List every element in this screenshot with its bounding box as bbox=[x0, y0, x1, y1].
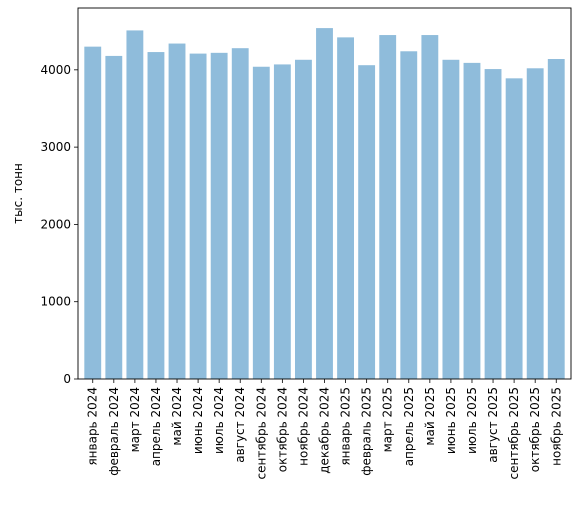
x-tick-label: октябрь 2025 bbox=[528, 387, 542, 472]
bar bbox=[379, 35, 397, 379]
y-tick-label: 1000 bbox=[40, 295, 71, 309]
y-axis: 0 1000 2000 3000 4000 bbox=[40, 63, 78, 386]
bar bbox=[105, 55, 123, 379]
bar bbox=[168, 43, 186, 379]
x-tick-label: февраль 2024 bbox=[107, 387, 121, 476]
x-tick-label: июль 2025 bbox=[465, 387, 479, 454]
bar bbox=[126, 30, 144, 380]
x-tick-label: май 2024 bbox=[170, 387, 184, 446]
bar bbox=[273, 64, 291, 380]
y-tick-label: 4000 bbox=[40, 63, 71, 77]
bar bbox=[547, 59, 565, 379]
bar bbox=[400, 51, 418, 380]
bar bbox=[210, 52, 228, 380]
plot-frame bbox=[77, 7, 572, 380]
x-tick-label: февраль 2025 bbox=[360, 387, 374, 476]
bar bbox=[231, 48, 249, 380]
bar bbox=[189, 53, 207, 380]
y-tick-label: 3000 bbox=[40, 140, 71, 154]
x-tick-label: октябрь 2024 bbox=[275, 387, 289, 472]
x-tick-label: июнь 2025 bbox=[444, 387, 458, 454]
bar bbox=[337, 37, 354, 379]
x-tick-label: ноябрь 2024 bbox=[296, 387, 310, 466]
bar bbox=[84, 46, 102, 379]
bar bbox=[316, 28, 333, 380]
x-tick-label: декабрь 2024 bbox=[318, 387, 332, 474]
x-tick-label: август 2025 bbox=[486, 387, 500, 463]
x-axis: январь 2024 февраль 2024 март 2024 апрель 2… bbox=[86, 379, 563, 479]
x-tick-label: ноябрь 2025 bbox=[549, 387, 563, 466]
x-tick-label: июнь 2024 bbox=[191, 387, 205, 454]
x-tick-label: сентябрь 2025 bbox=[507, 387, 521, 479]
bar bbox=[147, 52, 165, 380]
x-tick-label: сентябрь 2024 bbox=[254, 387, 268, 479]
y-tick-label: 0 bbox=[63, 372, 71, 386]
x-tick-label: июль 2024 bbox=[212, 387, 226, 454]
x-tick-label: январь 2025 bbox=[339, 387, 353, 466]
bar bbox=[463, 62, 481, 380]
bars-group bbox=[84, 28, 565, 380]
x-tick-label: апрель 2025 bbox=[402, 387, 416, 466]
x-tick-label: май 2025 bbox=[423, 387, 437, 446]
x-tick-label: январь 2024 bbox=[86, 387, 100, 466]
bar bbox=[421, 35, 439, 379]
bar bbox=[442, 59, 460, 380]
bar bbox=[505, 78, 523, 379]
bar bbox=[484, 69, 502, 379]
x-tick-label: март 2025 bbox=[381, 387, 395, 452]
x-tick-label: апрель 2024 bbox=[149, 387, 163, 466]
x-tick-label: август 2024 bbox=[233, 387, 247, 463]
bar bbox=[295, 59, 312, 380]
x-tick-label: март 2024 bbox=[128, 387, 142, 452]
bar bbox=[358, 65, 376, 379]
y-tick-label: 2000 bbox=[40, 217, 71, 231]
y-axis-label: тыс. тонн bbox=[11, 163, 25, 224]
bar bbox=[526, 68, 544, 379]
bar bbox=[252, 66, 270, 379]
